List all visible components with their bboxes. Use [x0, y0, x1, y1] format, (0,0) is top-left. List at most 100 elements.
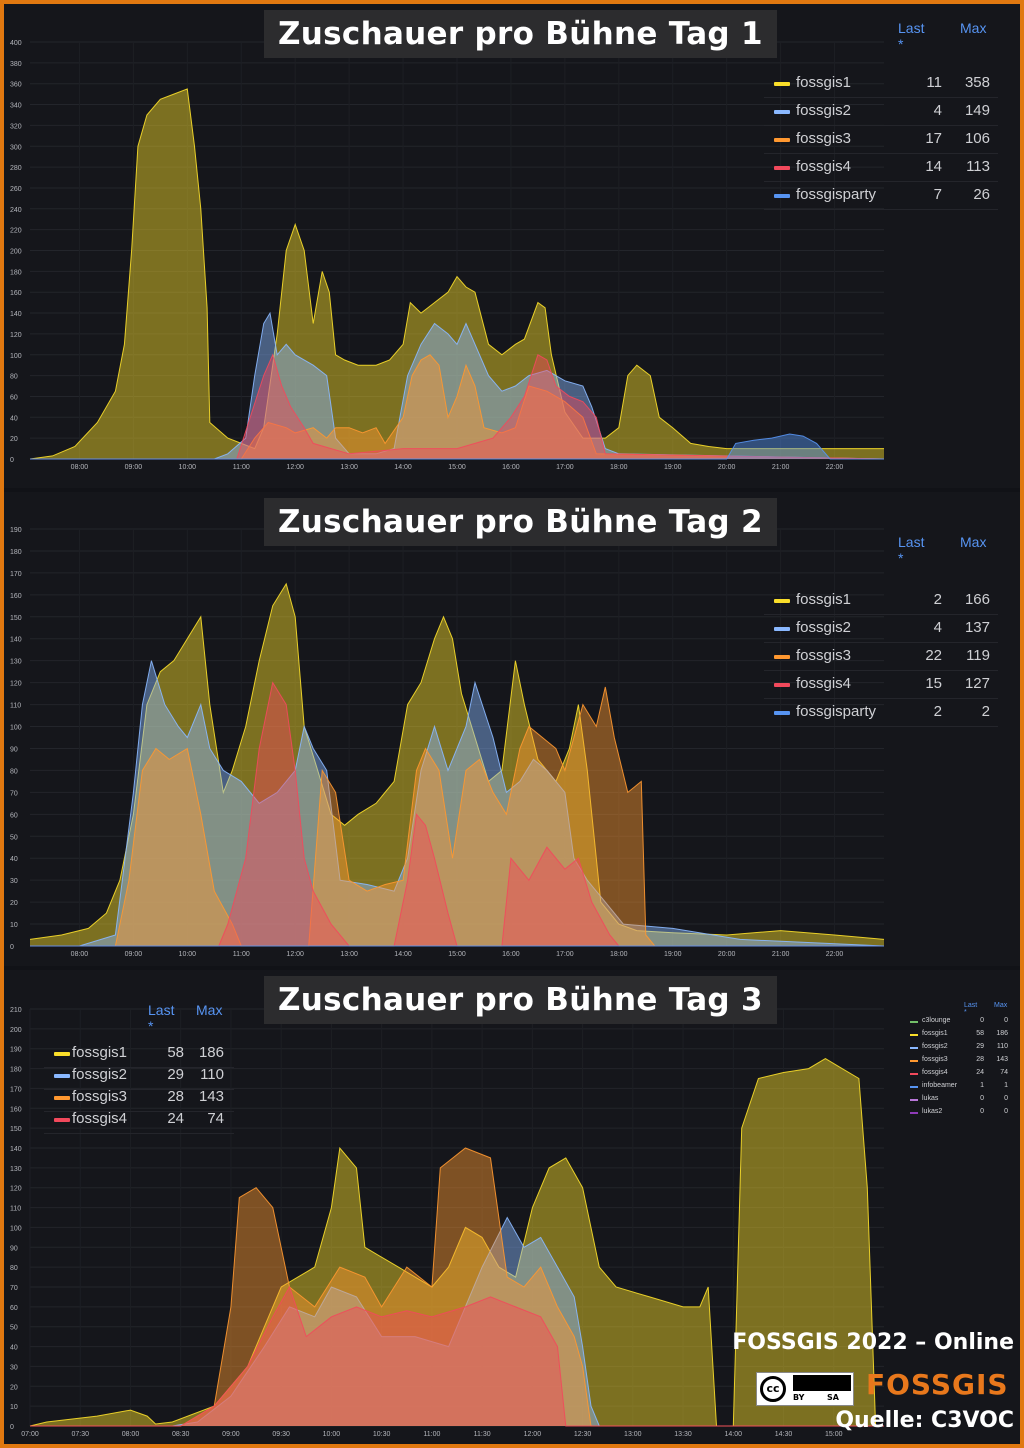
legend-last-value: 7	[933, 186, 942, 203]
inset-legend-item-fossgis2[interactable]: fossgis2 29 110	[908, 1042, 1008, 1055]
inset-legend-item-c3lounge[interactable]: c3lounge 0 0	[908, 1016, 1008, 1029]
legend-item-fossgis2[interactable]: fossgis2 4 149	[764, 98, 998, 126]
y-tick-label: 100	[10, 1225, 22, 1232]
inset-legend-last: 1	[980, 1082, 984, 1089]
y-tick-label: 150	[10, 1126, 22, 1133]
inset-legend-last: 24	[976, 1069, 984, 1076]
x-tick-label: 16:00	[502, 951, 520, 958]
legend-item-fossgis1[interactable]: fossgis1 11 358	[764, 70, 998, 98]
inset-legend-max: 186	[996, 1030, 1008, 1037]
y-tick-label: 100	[10, 353, 22, 360]
series-line-fossgis1	[29, 582, 885, 940]
series-area-fossgisparty	[30, 434, 884, 459]
y-tick-label: 60	[10, 394, 18, 401]
legend-item-fossgis3[interactable]: fossgis3 28 143	[44, 1084, 234, 1112]
inset-legend-item-infobeamer[interactable]: infobeamer 1 1	[908, 1081, 1008, 1094]
legend-item-fossgis2[interactable]: fossgis2 29 110	[44, 1062, 234, 1090]
legend-series-name: fossgisparty	[796, 703, 877, 720]
y-tick-label: 100	[10, 725, 22, 732]
x-tick-label: 09:00	[222, 1431, 240, 1438]
cc-icon: cc	[760, 1376, 786, 1402]
y-tick-label: 20	[10, 900, 18, 907]
x-tick-label: 11:00	[233, 464, 250, 471]
legend-header-max[interactable]: Max	[960, 20, 987, 36]
legend-item-fossgis4[interactable]: fossgis4 24 74	[44, 1106, 234, 1134]
inset-legend-item-lukas[interactable]: lukas 0 0	[908, 1094, 1008, 1107]
legend-swatch	[54, 1096, 70, 1100]
legend-item-fossgis3[interactable]: fossgis3 22 119	[764, 643, 998, 671]
legend-header-max[interactable]: Max	[960, 534, 987, 550]
legend-swatch	[774, 110, 790, 114]
legend-last-value: 24	[167, 1110, 184, 1127]
inset-legend-header-max[interactable]: Max	[994, 1002, 1008, 1009]
event-title: FOSSGIS 2022 – Online	[732, 1330, 1014, 1355]
y-tick-label: 280	[10, 165, 22, 172]
legend-max-value: 186	[198, 1044, 224, 1061]
legend-header-last[interactable]: Last *	[898, 20, 925, 52]
y-tick-label: 320	[10, 123, 22, 130]
y-tick-label: 0	[10, 944, 14, 951]
poster-frame: 0 20 40 60 80 100 120 140 160 180 200 220 240 260 280 3…	[4, 4, 1020, 1444]
y-tick-label: 70	[10, 790, 18, 797]
legend-swatch	[774, 82, 790, 86]
legend-series-name: fossgis2	[72, 1066, 128, 1083]
series-area-fossgis1	[30, 88, 884, 460]
legend-item-fossgis2[interactable]: fossgis2 4 137	[764, 615, 998, 643]
inset-legend-item-fossgis4[interactable]: fossgis4 24 74	[908, 1068, 1008, 1081]
y-tick-label: 180	[10, 269, 22, 276]
y-tick-label: 260	[10, 186, 22, 193]
x-tick-label: 12:00	[286, 464, 304, 471]
legend-item-fossgisparty[interactable]: fossgisparty 2 2	[764, 699, 998, 727]
inset-legend-header-last[interactable]: Last *	[964, 1002, 978, 1016]
inset-legend-swatch	[910, 1073, 918, 1075]
legend-last-value: 14	[925, 158, 942, 175]
y-tick-label: 30	[10, 878, 18, 885]
inset-legend-name: fossgis2	[922, 1043, 948, 1050]
y-tick-label: 90	[10, 1245, 18, 1252]
x-tick-label: 09:30	[272, 1431, 290, 1438]
chart-panel-day3: 0 10 20 30 40 50 60 70 80 90 100 110 120 130 140 150 160…	[4, 970, 1020, 1444]
cc-by-label: BY	[793, 1393, 805, 1402]
inset-legend-swatch	[910, 1112, 918, 1114]
y-tick-label: 140	[10, 1146, 22, 1153]
inset-legend-item-lukas2[interactable]: lukas2 0 0	[908, 1107, 1008, 1120]
legend-item-fossgis1[interactable]: fossgis1 2 166	[764, 587, 998, 615]
legend-max-value: 110	[200, 1066, 224, 1083]
x-tick-label: 11:30	[474, 1431, 491, 1438]
chart-day1-svg: 0 20 40 60 80 100 120 140 160 180 200 220 240 260 280 3…	[10, 40, 885, 471]
legend-last-value: 17	[925, 130, 942, 147]
legend-item-fossgis4[interactable]: fossgis4 14 113	[764, 154, 998, 182]
x-tick-label: 22:00	[826, 951, 844, 958]
inset-legend-max: 74	[1000, 1069, 1008, 1076]
legend-header-last[interactable]: Last *	[898, 534, 925, 566]
x-tick-label: 17:00	[556, 951, 574, 958]
legend-header-max[interactable]: Max	[196, 1002, 223, 1018]
inset-legend-last: 28	[976, 1056, 984, 1063]
y-tick-label: 80	[10, 374, 18, 381]
legend-max-value: 149	[964, 102, 990, 119]
chart-title-day2: Zuschauer pro Bühne Tag 2	[264, 498, 777, 546]
x-tick-label: 08:00	[71, 464, 89, 471]
y-tick-label: 40	[10, 1345, 18, 1352]
legend-item-fossgisparty[interactable]: fossgisparty 7 26	[764, 182, 998, 210]
x-tick-label: 15:00	[825, 1431, 843, 1438]
legend-max-value: 106	[964, 130, 990, 147]
y-tick-label: 10	[10, 1404, 18, 1411]
x-tick-label: 14:30	[775, 1431, 793, 1438]
x-tick-label: 08:30	[172, 1431, 190, 1438]
legend-item-fossgis1[interactable]: fossgis1 58 186	[44, 1040, 234, 1068]
legend-swatch	[774, 194, 790, 198]
x-tick-label: 18:00	[610, 464, 628, 471]
legend-item-fossgis3[interactable]: fossgis3 17 106	[764, 126, 998, 154]
y-tick-label: 20	[10, 1384, 18, 1391]
legend-item-fossgis4[interactable]: fossgis4 15 127	[764, 671, 998, 699]
inset-legend-item-fossgis3[interactable]: fossgis3 28 143	[908, 1055, 1008, 1068]
y-tick-label: 200	[10, 249, 22, 256]
y-tick-label: 120	[10, 332, 22, 339]
inset-legend-last: 29	[976, 1043, 984, 1050]
x-tick-label: 19:00	[664, 464, 682, 471]
y-tick-label: 0	[10, 1424, 14, 1431]
inset-legend-swatch	[910, 1034, 918, 1036]
legend-header-last[interactable]: Last *	[148, 1002, 175, 1034]
inset-legend-item-fossgis1[interactable]: fossgis1 58 186	[908, 1029, 1008, 1042]
